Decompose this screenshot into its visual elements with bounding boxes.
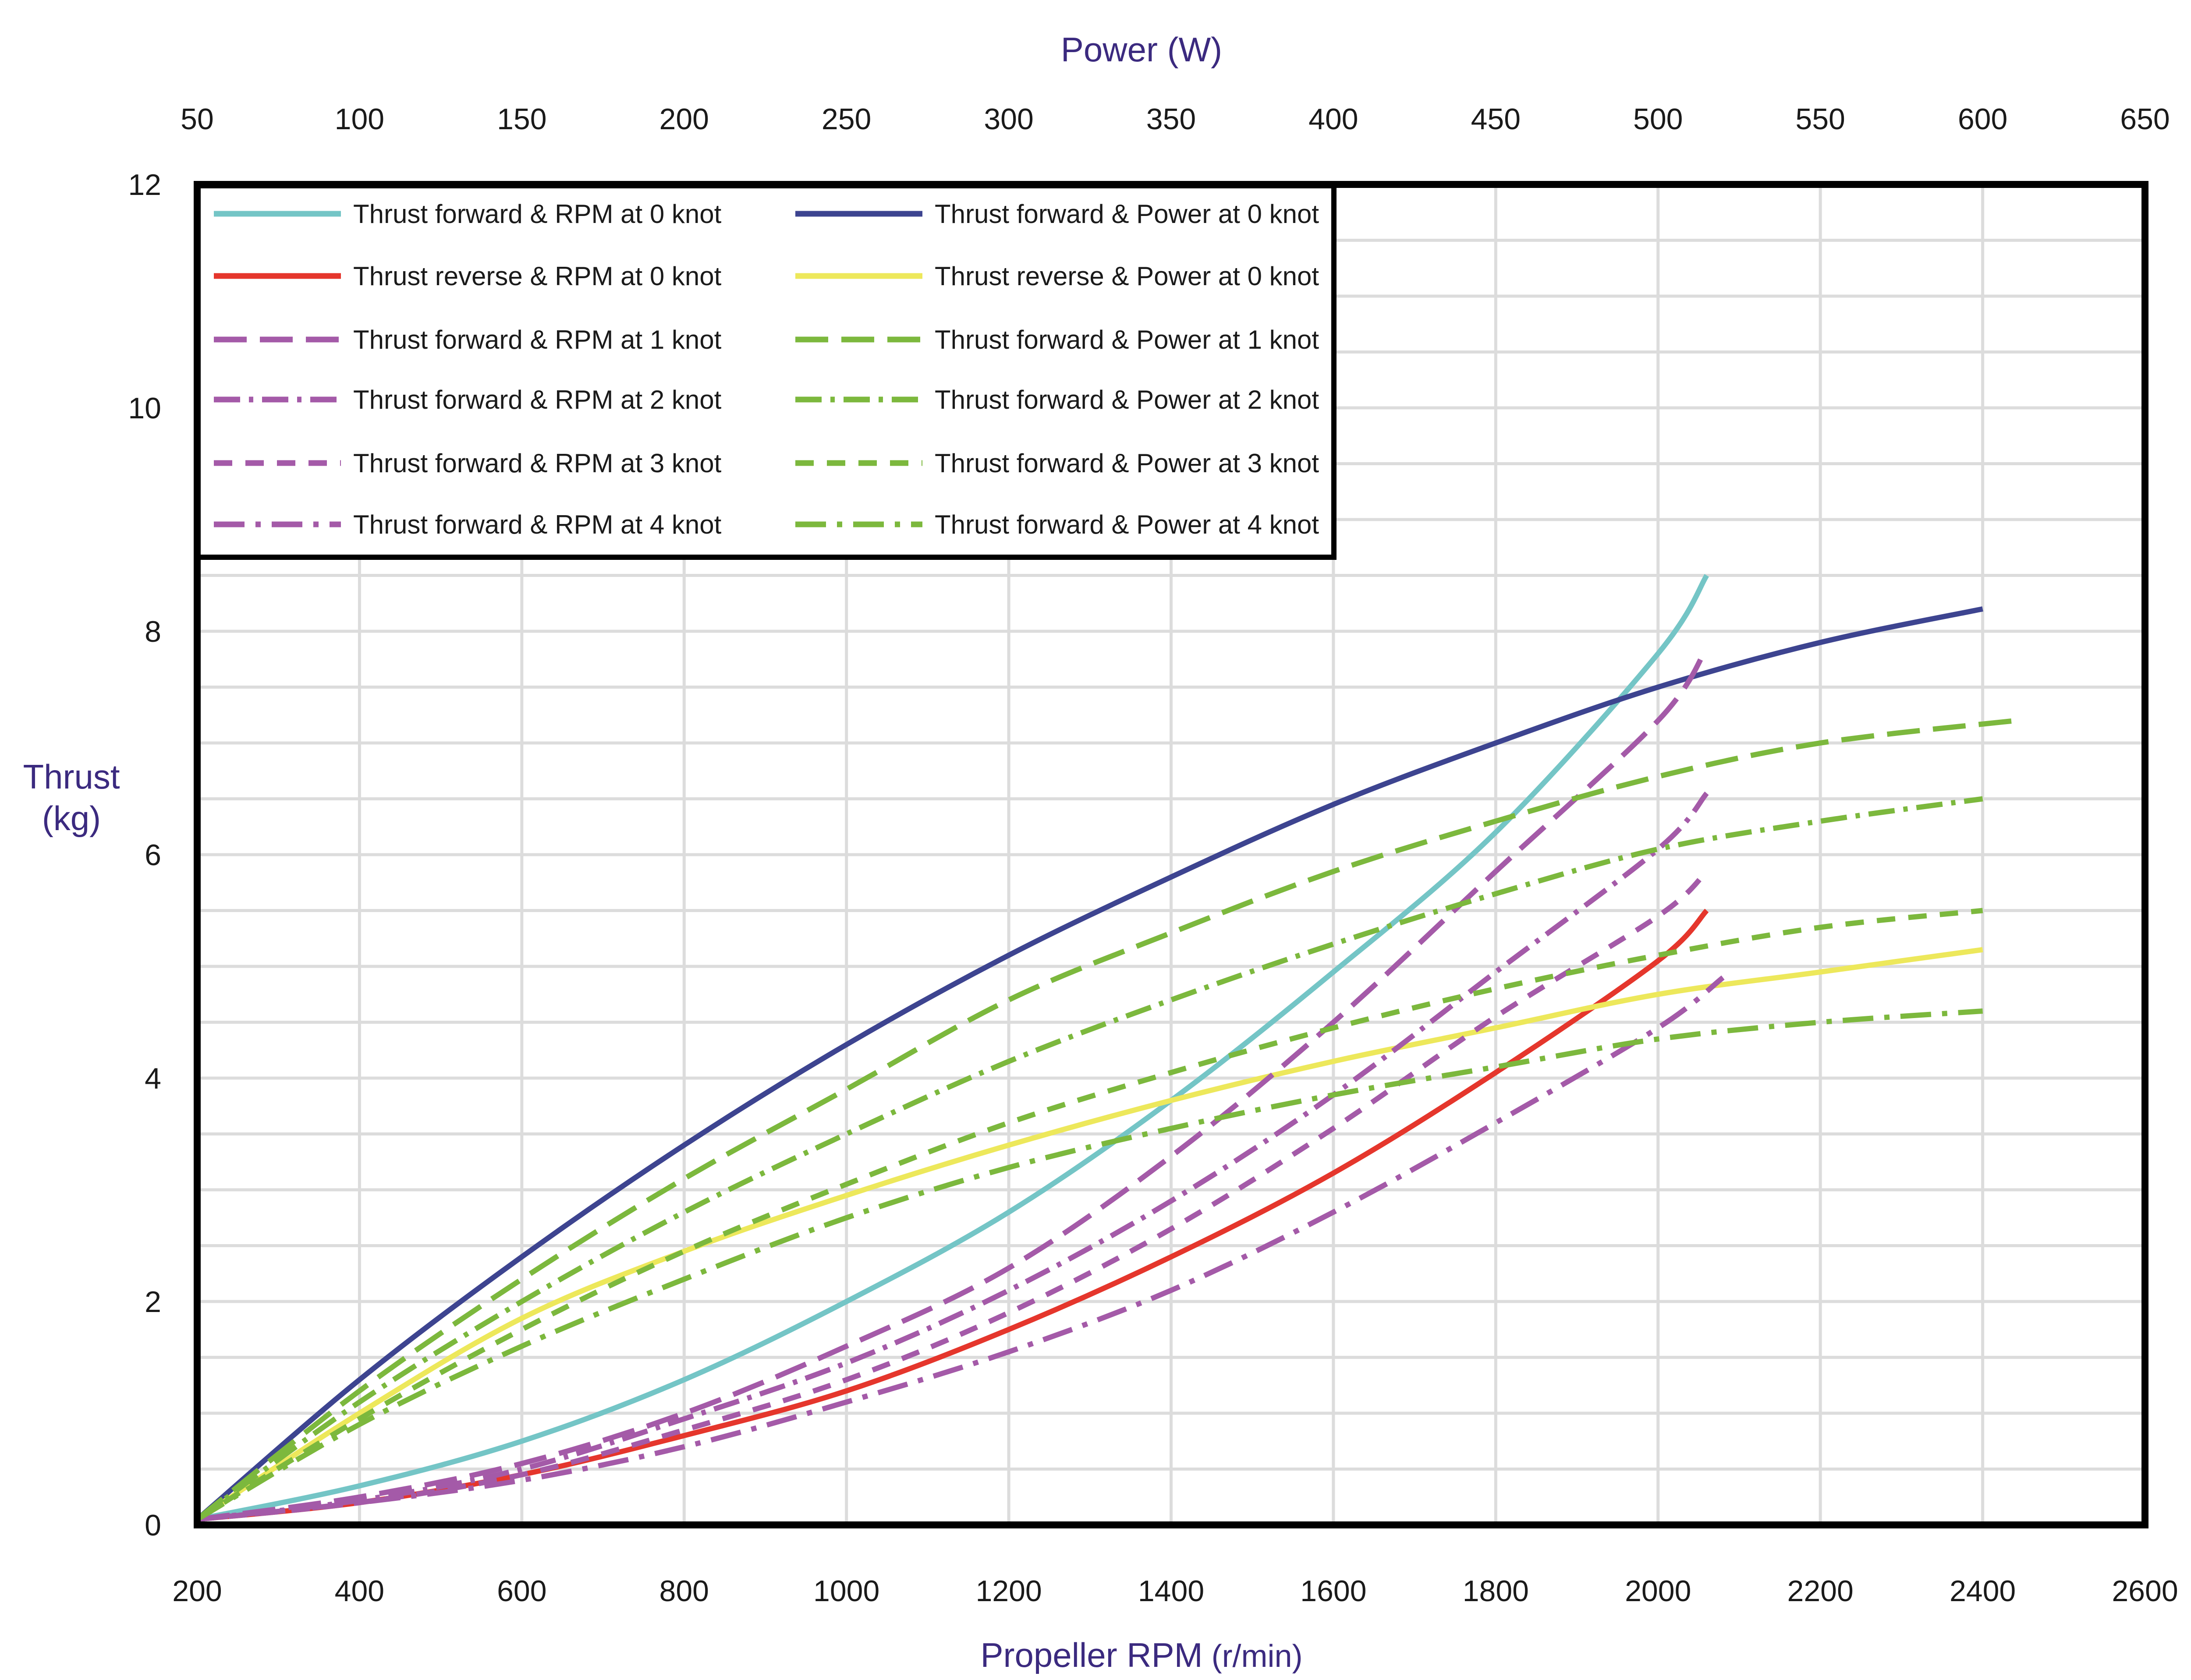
series-line-8 <box>195 796 1983 1522</box>
top-tick-label: 100 <box>335 103 384 136</box>
series-line-6 <box>195 718 2016 1522</box>
series-line-9 <box>197 869 1709 1522</box>
bottom-tick-label: 200 <box>172 1574 222 1608</box>
series-line-2 <box>195 606 1983 1521</box>
bottom-tick-label: 2400 <box>1950 1574 2016 1608</box>
series-line-11 <box>197 975 1725 1522</box>
legend: Thrust forward & RPM at 0 knot Thrust for… <box>195 183 1337 560</box>
legend-label-7: Thrust forward & RPM at 2 knot <box>353 385 722 414</box>
legend-label-4: Thrust reverse & Power at 0 knot <box>935 262 1319 291</box>
y-tick-label: 2 <box>145 1285 161 1319</box>
y-axis-title-line2: (kg) <box>42 799 101 838</box>
y-tick-label: 6 <box>145 838 161 872</box>
top-tick-label: 550 <box>1795 103 1845 136</box>
legend-label-6: Thrust forward & Power at 1 knot <box>935 325 1319 354</box>
top-tick-label: 200 <box>659 103 709 136</box>
bottom-tick-label: 1400 <box>1138 1574 1204 1608</box>
bottom-axis-title: Propeller RPM (r/min) <box>980 1636 1302 1674</box>
bottom-axis-title-main: Propeller RPM <box>980 1636 1202 1674</box>
bottom-tick-label: 600 <box>497 1574 546 1608</box>
top-tick-label: 150 <box>497 103 546 136</box>
bottom-axis-title-unit: (r/min) <box>1212 1639 1303 1674</box>
top-tick-label: 600 <box>1958 103 2007 136</box>
bottom-axis-ticks: 200 400 600 800 1000 1200 1400 1600 1800 2000 2200… <box>172 1574 2178 1608</box>
bottom-tick-label: 2200 <box>1787 1574 1854 1608</box>
legend-label-9: Thrust forward & RPM at 3 knot <box>353 449 722 478</box>
y-tick-label: 0 <box>145 1509 161 1542</box>
bottom-tick-label: 1200 <box>975 1574 1042 1608</box>
legend-label-2: Thrust forward & Power at 0 knot <box>935 199 1319 229</box>
series-line-1 <box>196 574 1709 1522</box>
top-tick-label: 250 <box>822 103 871 136</box>
top-tick-label: 300 <box>984 103 1033 136</box>
legend-label-12: Thrust forward & Power at 4 knot <box>935 510 1319 539</box>
series-line-4 <box>195 947 1983 1522</box>
legend-label-10: Thrust forward & Power at 3 knot <box>935 449 1319 478</box>
series-line-12 <box>195 1008 1983 1522</box>
bottom-tick-label: 1000 <box>813 1574 879 1608</box>
series-line-5 <box>197 646 1709 1522</box>
bottom-tick-label: 2600 <box>2112 1574 2178 1608</box>
legend-label-8: Thrust forward & Power at 2 knot <box>935 385 1319 414</box>
legend-label-3: Thrust reverse & RPM at 0 knot <box>353 262 722 291</box>
top-tick-label: 500 <box>1633 103 1683 136</box>
y-axis-title-line1: Thrust <box>23 757 120 796</box>
y-tick-label: 10 <box>128 392 161 425</box>
bottom-tick-label: 400 <box>335 1574 384 1608</box>
top-axis-title: Power (W) <box>1061 30 1222 69</box>
bottom-tick-label: 2000 <box>1625 1574 1691 1608</box>
top-tick-label: 50 <box>181 103 214 136</box>
y-tick-label: 8 <box>145 615 161 648</box>
y-tick-label: 12 <box>128 168 161 202</box>
series-line-10 <box>195 908 1983 1522</box>
y-axis-ticks: 0 2 4 6 8 10 12 <box>128 168 161 1542</box>
legend-label-11: Thrust forward & RPM at 4 knot <box>353 510 722 539</box>
top-tick-label: 650 <box>2120 103 2170 136</box>
top-tick-label: 450 <box>1471 103 1521 136</box>
y-tick-label: 4 <box>145 1062 161 1095</box>
bottom-tick-label: 1600 <box>1300 1574 1366 1608</box>
top-tick-label: 350 <box>1146 103 1196 136</box>
bottom-tick-label: 1800 <box>1463 1574 1529 1608</box>
legend-label-5: Thrust forward & RPM at 1 knot <box>353 325 722 354</box>
legend-label-1: Thrust forward & RPM at 0 knot <box>353 199 722 229</box>
series-line-7 <box>197 791 1709 1522</box>
series-lines <box>195 574 2016 1522</box>
top-axis-ticks: 50 100 150 200 250 300 350 400 450 500 550 600 650 <box>181 103 2170 136</box>
legend-box <box>195 183 1337 560</box>
top-tick-label: 400 <box>1308 103 1358 136</box>
bottom-tick-label: 800 <box>659 1574 709 1608</box>
